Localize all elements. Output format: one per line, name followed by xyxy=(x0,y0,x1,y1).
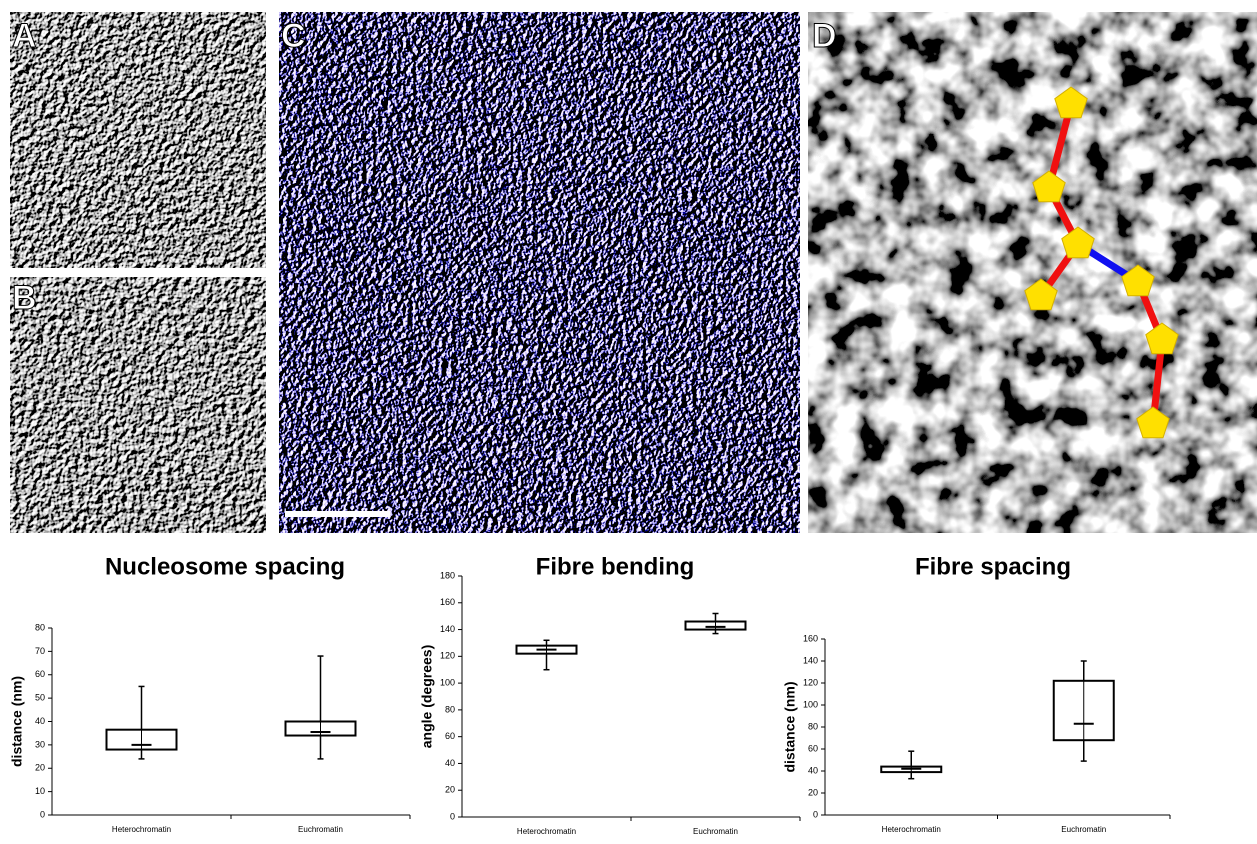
y-tick-label: 20 xyxy=(35,763,45,773)
y-tick-label: 40 xyxy=(808,765,818,775)
y-axis-label: angle (degrees) xyxy=(419,645,435,748)
y-tick-label: 40 xyxy=(35,716,45,726)
chart-title: Fibre bending xyxy=(536,553,695,580)
micrograph-c xyxy=(279,12,800,533)
y-tick-label: 120 xyxy=(440,651,455,661)
x-tick-label: Euchromatin xyxy=(298,825,343,834)
y-tick-label: 20 xyxy=(445,785,455,795)
y-tick-label: 50 xyxy=(35,693,45,703)
x-tick-label: Euchromatin xyxy=(1061,825,1106,834)
y-tick-label: 80 xyxy=(445,704,455,714)
y-tick-label: 140 xyxy=(440,624,455,634)
panel-label: A xyxy=(12,17,37,55)
y-tick-label: 40 xyxy=(445,758,455,768)
y-tick-label: 160 xyxy=(803,633,818,643)
x-tick-label: Heterochromatin xyxy=(517,827,576,836)
micrograph-d xyxy=(808,12,1257,533)
y-axis-label: distance (nm) xyxy=(9,676,25,767)
y-tick-label: 20 xyxy=(808,787,818,797)
x-tick-label: Heterochromatin xyxy=(882,825,941,834)
y-tick-label: 0 xyxy=(40,809,45,819)
y-tick-label: 100 xyxy=(440,677,455,687)
y-tick-label: 70 xyxy=(35,646,45,656)
x-tick-label: Heterochromatin xyxy=(112,825,171,834)
micrograph-b xyxy=(10,277,266,533)
y-tick-label: 180 xyxy=(440,570,455,580)
y-tick-label: 100 xyxy=(803,699,818,709)
y-tick-label: 120 xyxy=(803,677,818,687)
micrograph-a xyxy=(10,12,266,268)
panel-label: B xyxy=(12,279,37,317)
x-tick-label: Euchromatin xyxy=(693,827,738,836)
chart-title: Nucleosome spacing xyxy=(105,553,345,580)
y-tick-label: 80 xyxy=(808,721,818,731)
y-tick-label: 30 xyxy=(35,739,45,749)
figure: A B C D Nucleosome spacing distance (nm) 0… xyxy=(0,0,1257,839)
y-tick-label: 10 xyxy=(35,786,45,796)
y-tick-label: 60 xyxy=(35,669,45,679)
panel-label: D xyxy=(812,17,837,55)
panel-label: C xyxy=(281,17,306,55)
y-tick-label: 60 xyxy=(445,731,455,741)
y-axis-label: distance (nm) xyxy=(782,681,798,772)
chart-title: Fibre spacing xyxy=(915,553,1071,580)
scale-bar xyxy=(285,511,390,517)
y-tick-label: 0 xyxy=(813,809,818,819)
y-tick-label: 80 xyxy=(35,622,45,632)
y-tick-label: 60 xyxy=(808,743,818,753)
y-tick-label: 160 xyxy=(440,597,455,607)
y-tick-label: 140 xyxy=(803,655,818,665)
y-tick-label: 0 xyxy=(450,811,455,821)
